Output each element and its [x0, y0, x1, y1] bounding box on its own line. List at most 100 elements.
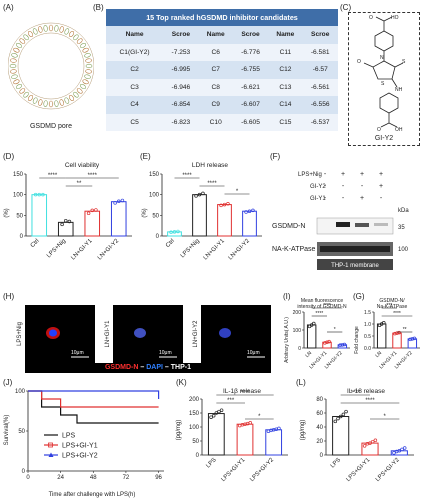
pore-subunit — [9, 63, 17, 69]
table-cell: -6.755 — [232, 61, 269, 79]
data-point — [120, 198, 125, 203]
sig-label: **** — [393, 311, 401, 317]
blot-sign: - — [342, 183, 345, 190]
y-tick-label: 100 — [15, 389, 26, 395]
y-axis-label: Fold change — [354, 326, 360, 354]
y-tick-label: 20 — [316, 439, 323, 445]
chart-title: Na-K-ATPase — [377, 304, 408, 310]
chart-title: GSDMD-N/ — [379, 298, 405, 304]
table-header: Scroe — [302, 26, 338, 44]
pore-outline — [17, 32, 85, 100]
band-gsdmd-y2 — [374, 223, 388, 226]
y-axis-label: (pg/mg) — [300, 420, 306, 441]
table-cell: C12 — [268, 61, 303, 79]
x-tick-label: LPS+GI-Y2 — [375, 457, 401, 483]
data-point — [33, 192, 38, 197]
bar — [167, 231, 182, 237]
chart-title: intensity of GSDMD-N — [297, 304, 347, 310]
y-tick-label: 0 — [22, 469, 26, 475]
x-tick-label: Ctrl — [30, 238, 41, 249]
pore-subunit — [64, 28, 70, 35]
x-tick-label: 48 — [90, 475, 97, 481]
pore-subunit — [73, 34, 79, 41]
table-cell: C8 — [198, 78, 233, 96]
bar — [392, 332, 402, 349]
pore-subunit — [79, 83, 87, 90]
table-cell: C15 — [268, 113, 303, 131]
pore-subunit — [59, 99, 64, 106]
data-point — [172, 230, 177, 234]
chart-title: IL-1β release — [223, 388, 261, 395]
y-tick-label: 1.5 — [364, 310, 371, 316]
x-tick-label: LN+GI-Y2 — [228, 238, 252, 262]
pore-ring — [8, 22, 94, 110]
pore-subunit — [15, 83, 23, 90]
legend-dash: – — [164, 364, 169, 371]
data-point — [341, 412, 346, 417]
table-row: C4 -6.854 C9 -6.607 C14 -6.556 — [106, 96, 338, 114]
data-point — [90, 208, 94, 213]
if-cell-nucleus — [134, 328, 146, 338]
fold-change-chart: GSDMD-N/ Na-K-ATPase Fold change 0.0 0.5 1… — [354, 298, 420, 370]
panel-label-f: (F) — [270, 152, 281, 161]
data-point — [219, 203, 223, 208]
sig-label: **** — [182, 173, 192, 179]
y-tick-label: 0.5 — [364, 334, 371, 340]
table-cell: -6.607 — [232, 96, 269, 114]
panel-label-i: (I) — [283, 292, 291, 301]
x-tick-label: LN — [304, 350, 313, 359]
data-point — [412, 336, 417, 341]
data-point — [336, 416, 340, 421]
western-blot-panel: LPS+Nig GI-Y2 GI-Y1 - + + + - - - + - - + - kDa GSD… — [272, 171, 409, 270]
table-cell: C2 — [106, 61, 164, 79]
if-label: LPS+Nig — [17, 322, 23, 346]
scale-label: 10μm — [159, 350, 172, 356]
blot-sign: - — [380, 195, 383, 202]
pore-subunit — [11, 53, 18, 58]
data-point — [338, 414, 343, 419]
band-size: 35 — [398, 225, 405, 231]
pore-subunit — [54, 100, 59, 107]
x-tick-label: LN+GI-Y2 — [97, 238, 121, 262]
kda-label: kDa — [398, 208, 409, 214]
sig-label: *** — [386, 303, 392, 309]
blot-row-label: LPS+Nig — [298, 172, 322, 178]
bar — [306, 324, 317, 349]
bar — [31, 194, 48, 237]
sig-label: * — [236, 189, 239, 195]
survival-chart: Survival(%) Time after challenge with LP… — [4, 389, 164, 498]
blot-caption: THP-1 membrane — [331, 263, 379, 269]
table-row: C5 -6.823 C10 -6.605 C15 -6.537 — [106, 113, 338, 131]
data-point — [217, 409, 221, 414]
data-point — [312, 321, 316, 326]
x-tick-label: LPS+GI-Y1 — [346, 457, 372, 483]
pore-subunit — [76, 38, 83, 44]
pore-subunit — [19, 38, 26, 44]
chart-title: LDH release — [192, 162, 229, 169]
legend-gsdmd: GSDMD-N — [104, 364, 139, 371]
chart-j-plot: 0 50 100 0 24 48 72 96 LPS LPS+GI-Y1 LPS+GI-Y2 — [15, 389, 164, 481]
y-tick-label: 200 — [293, 310, 302, 316]
data-point — [373, 438, 378, 443]
table-cell: C10 — [198, 113, 233, 131]
data-point — [94, 208, 98, 212]
if-cell-nucleus — [219, 328, 231, 338]
pore-subunit — [13, 79, 20, 85]
table-cell: -6.946 — [163, 78, 199, 96]
pore-subunit — [48, 100, 54, 108]
y-tick-label: 0 — [20, 234, 24, 240]
data-point — [37, 192, 41, 197]
y-tick-label: 100 — [189, 425, 200, 431]
sig-label: * — [334, 327, 336, 333]
atom-label: O — [369, 15, 373, 21]
chart-title: IL-18 release — [347, 388, 385, 395]
pore-subunit — [79, 42, 87, 49]
y-tick-label: 50 — [152, 213, 159, 219]
blot-sign: - — [324, 195, 327, 202]
blot-sign: - — [324, 171, 327, 178]
pore-subunit — [23, 34, 29, 41]
table-cell: -6.556 — [302, 96, 338, 114]
